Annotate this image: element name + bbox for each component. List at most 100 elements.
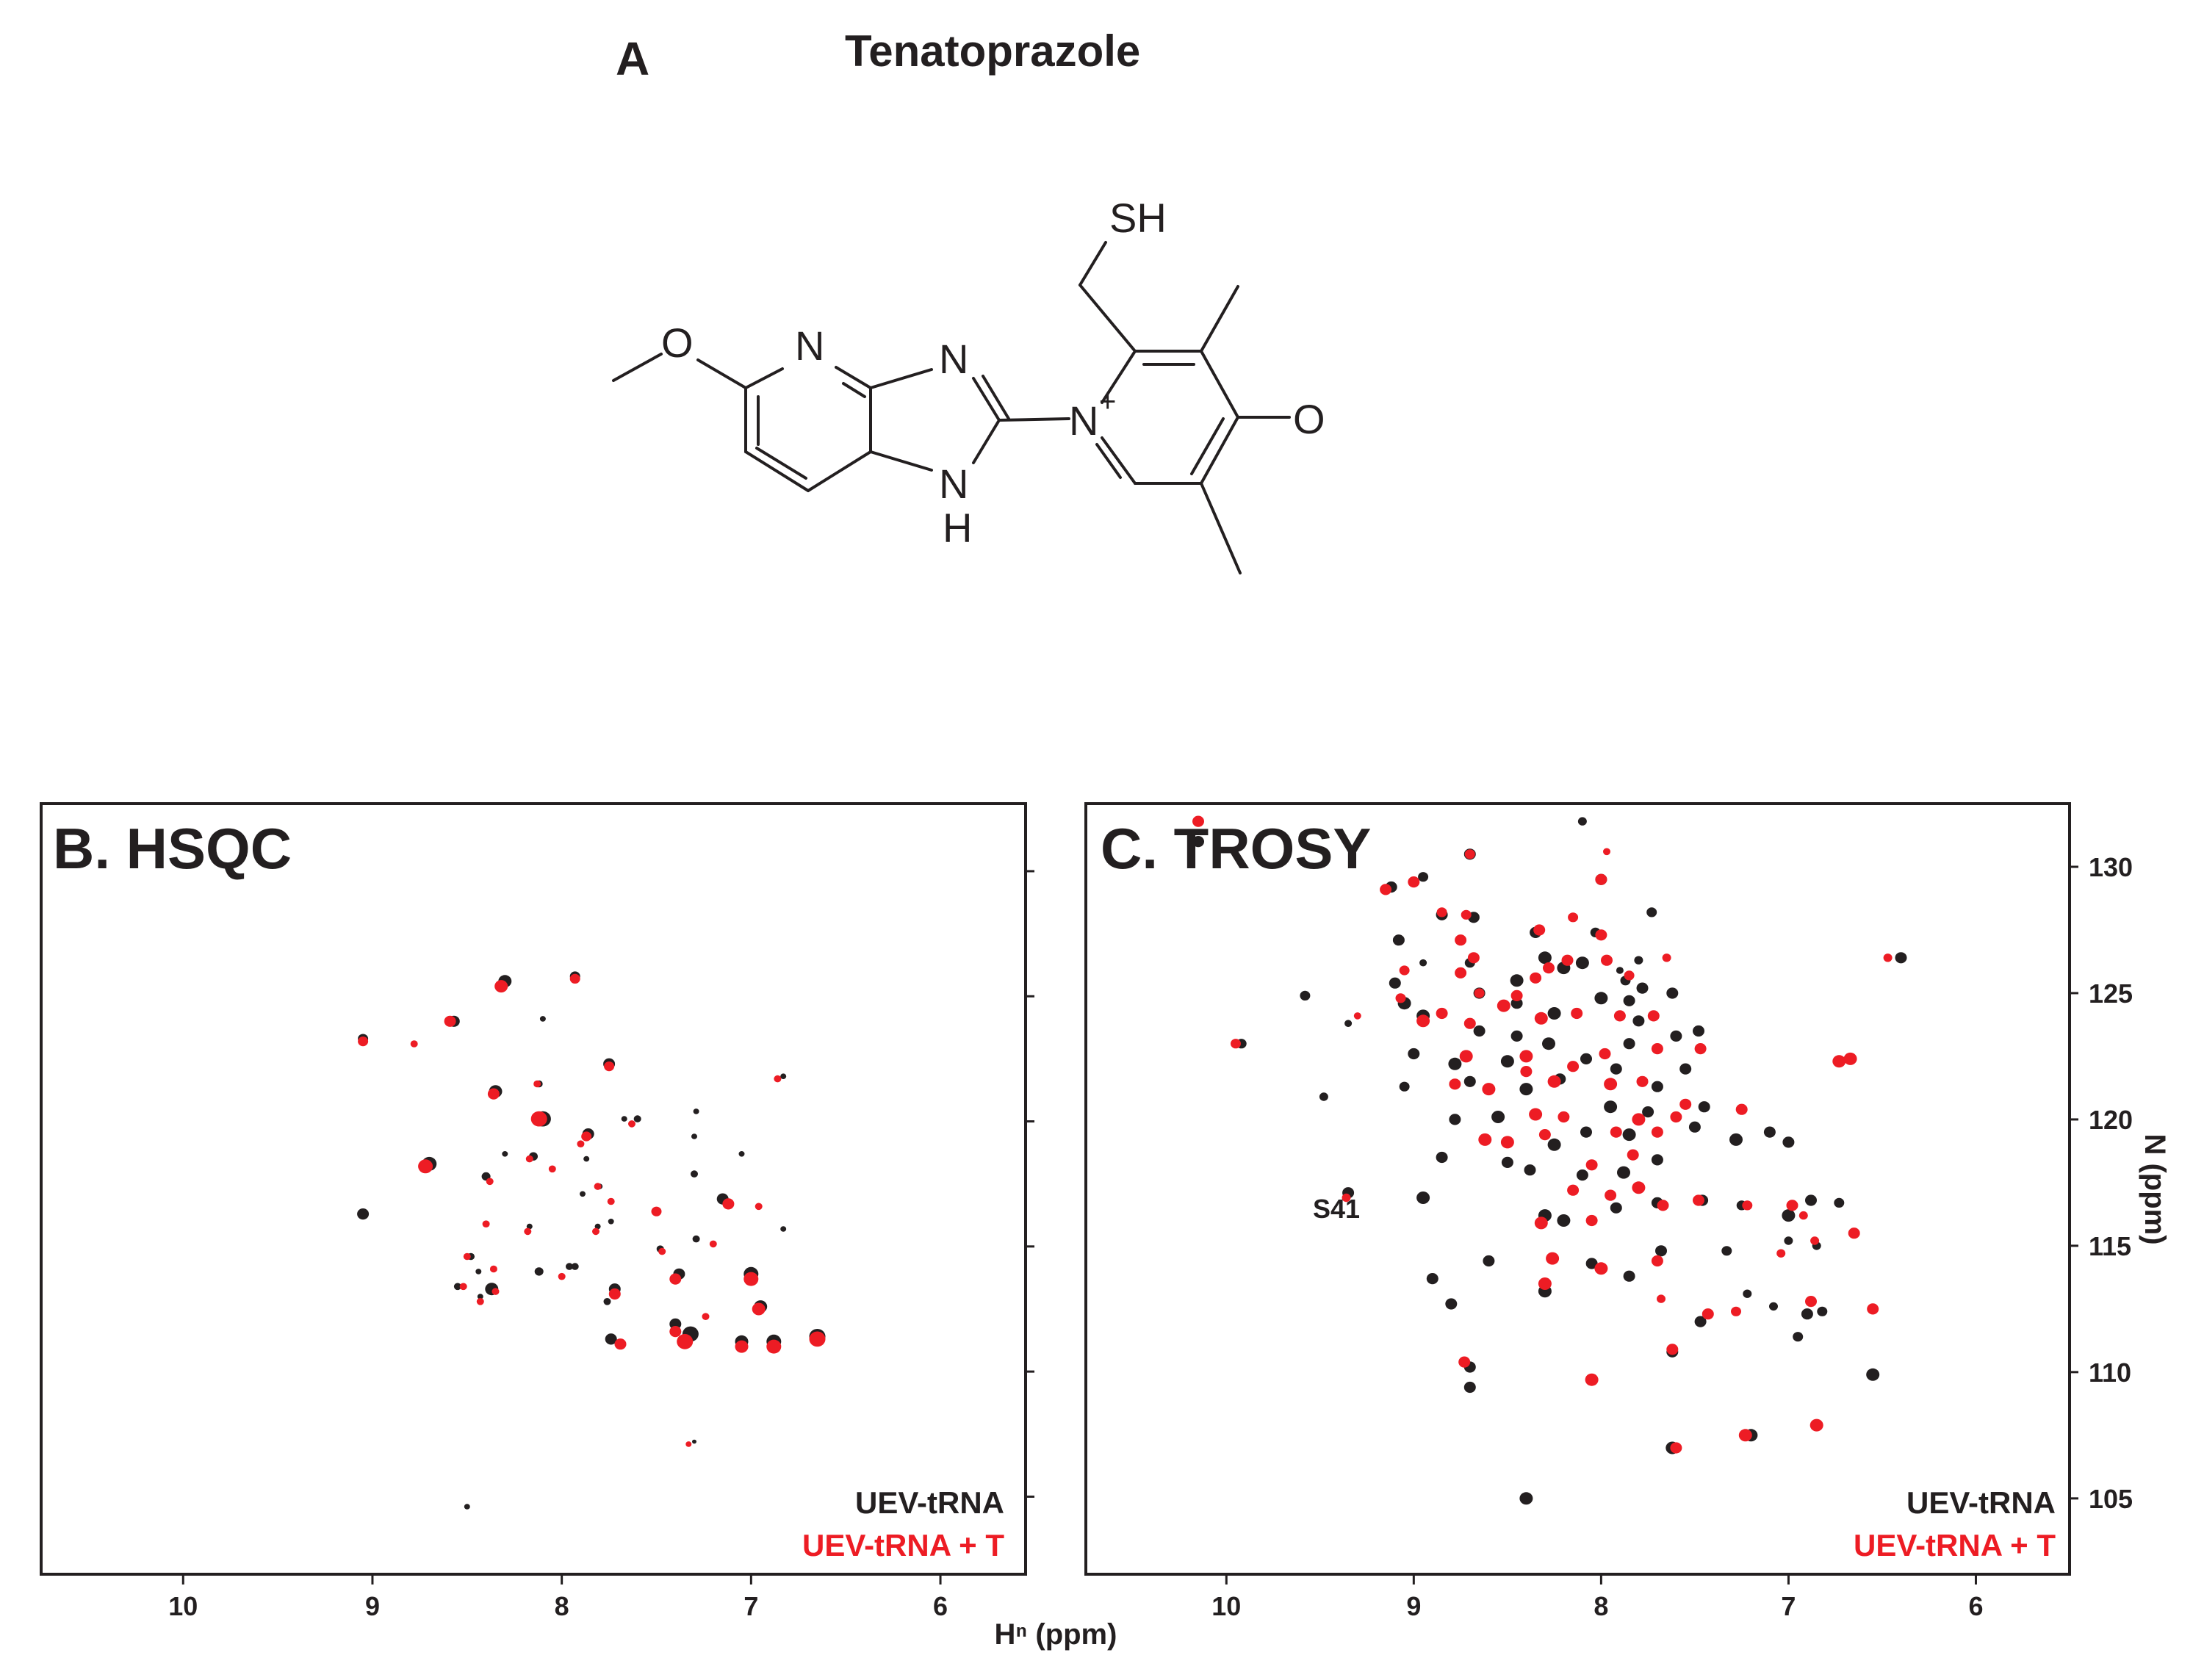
trosy-y-tick-label-0: 105 xyxy=(2089,1484,2133,1514)
hsqc-x-axis: 10 9 8 7 6 xyxy=(168,1574,948,1621)
trosy-peak-reference-32 xyxy=(1834,1197,1845,1208)
hsqc-peak-treated-19 xyxy=(709,1240,717,1248)
tenatoprazole-bonds xyxy=(612,241,1291,574)
trosy-peak-treated-66 xyxy=(1395,993,1406,1003)
trosy-peak-treated-6 xyxy=(1702,1308,1714,1320)
trosy-peak-reference-21 xyxy=(1784,1236,1793,1245)
hsqc-peak-treated-17 xyxy=(463,1252,471,1261)
trosy-plot-frame xyxy=(1084,802,2071,1576)
trosy-peak-reference-41 xyxy=(1580,1126,1592,1138)
trosy-peak-treated-12 xyxy=(1594,1262,1608,1275)
trosy-peak-treated-85 xyxy=(1408,876,1420,888)
atom-nh-n: N xyxy=(939,461,968,507)
trosy-peak-treated-55 xyxy=(1843,1052,1857,1065)
trosy-peak-reference-50 xyxy=(1642,1106,1654,1118)
hsqc-peak-treated-25 xyxy=(755,1203,763,1211)
hsqc-peak-reference-29 xyxy=(580,1191,586,1197)
trosy-peak-treated-69 xyxy=(1530,972,1542,984)
hsqc-peak-reference-23 xyxy=(780,1226,787,1232)
trosy-y-tick-label-3: 120 xyxy=(2089,1105,2133,1135)
trosy-peak-treated-23 xyxy=(1786,1200,1798,1211)
hsqc-peak-reference-6 xyxy=(605,1333,617,1345)
hsqc-peak-reference-36 xyxy=(502,1151,508,1157)
panel-a-letter: A xyxy=(616,32,649,85)
hsqc-peak-treated-31 xyxy=(548,1165,556,1173)
trosy-peak-treated-61 xyxy=(1534,1012,1548,1025)
trosy-peak-treated-50 xyxy=(1567,1061,1580,1072)
trosy-peak-treated-14 xyxy=(1651,1255,1663,1267)
trosy-peak-treated-60 xyxy=(1497,999,1510,1012)
trosy-y-tick-label-5: 130 xyxy=(2089,852,2133,882)
trosy-peak-treated-25 xyxy=(1798,1211,1808,1220)
trosy-peak-reference-60 xyxy=(1580,1053,1592,1064)
trosy-peak-treated-77 xyxy=(1533,924,1546,936)
trosy-peak-treated-62 xyxy=(1571,1007,1583,1020)
hsqc-legend-treated: UEV-tRNA + T xyxy=(802,1528,1004,1562)
hsqc-peak-treated-24 xyxy=(607,1197,615,1205)
trosy-peak-reference-66 xyxy=(1623,1038,1635,1050)
atom-n-pyridinium: N xyxy=(1069,397,1098,444)
trosy-peak-treated-40 xyxy=(1632,1113,1646,1126)
trosy-peak-reference-52 xyxy=(1319,1092,1328,1101)
trosy-peak-reference-67 xyxy=(1670,1030,1682,1042)
hsqc-peak-treated-1 xyxy=(677,1333,694,1349)
hsqc-peak-reference-27 xyxy=(357,1208,370,1220)
trosy-peak-treated-75 xyxy=(1399,965,1410,976)
trosy-peak-treated-11 xyxy=(1538,1277,1552,1290)
trosy-series-treated xyxy=(1192,815,1893,1454)
trosy-peak-treated-26 xyxy=(1567,1184,1580,1196)
hsqc-peak-reference-41 xyxy=(621,1116,627,1122)
trosy-peak-treated-87 xyxy=(1464,849,1475,859)
trosy-peak-reference-70 xyxy=(1510,1030,1523,1042)
hsqc-peak-treated-26 xyxy=(651,1206,662,1216)
trosy-peak-treated-56 xyxy=(1231,1039,1241,1049)
trosy-peak-treated-83 xyxy=(1601,954,1613,966)
atom-sh: SH xyxy=(1109,195,1167,241)
hsqc-peak-reference-13 xyxy=(453,1283,461,1291)
trosy-peak-reference-12 xyxy=(1769,1302,1778,1311)
trosy-peak-reference-57 xyxy=(1651,1081,1663,1092)
trosy-peak-reference-26 xyxy=(1610,1202,1622,1214)
trosy-peak-treated-76 xyxy=(1455,934,1467,946)
hsqc-x-tick-label-1: 9 xyxy=(365,1591,380,1621)
trosy-peak-treated-51 xyxy=(1599,1048,1611,1060)
hsqc-peak-reference-17 xyxy=(475,1269,482,1275)
hsqc-series-reference xyxy=(357,971,826,1510)
trosy-peak-reference-65 xyxy=(1542,1037,1555,1050)
hsqc-x-tick-label-4: 6 xyxy=(933,1591,948,1621)
hsqc-peak-treated-30 xyxy=(525,1155,533,1163)
x-axis-label: Hⁿ (ppm) xyxy=(995,1618,1117,1651)
hsqc-peak-treated-8 xyxy=(702,1313,710,1320)
hsqc-peak-treated-13 xyxy=(743,1272,759,1286)
trosy-peak-reference-42 xyxy=(1622,1128,1636,1142)
trosy-peak-treated-9 xyxy=(1867,1303,1879,1315)
trosy-peak-reference-19 xyxy=(1655,1245,1667,1257)
hsqc-peak-treated-23 xyxy=(722,1198,735,1210)
trosy-peak-treated-28 xyxy=(1605,1189,1617,1201)
hsqc-peak-treated-42 xyxy=(444,1015,456,1027)
hsqc-y-axis xyxy=(1026,870,1034,1498)
trosy-peak-treated-42 xyxy=(1482,1083,1496,1096)
trosy-peak-reference-25 xyxy=(1557,1214,1571,1227)
trosy-peak-treated-80 xyxy=(1662,953,1671,962)
hsqc-peak-reference-46 xyxy=(780,1073,787,1079)
trosy-x-tick-label-4: 6 xyxy=(1968,1591,1983,1621)
hsqc-x-tick-label-2: 8 xyxy=(555,1591,569,1621)
trosy-peak-treated-47 xyxy=(1636,1075,1649,1087)
hsqc-peak-treated-2 xyxy=(735,1340,749,1353)
trosy-legend-treated: UEV-tRNA + T xyxy=(1854,1528,2056,1562)
trosy-peak-treated-81 xyxy=(1436,907,1447,917)
trosy-peak-treated-24 xyxy=(1848,1227,1860,1239)
trosy-legend-reference: UEV-tRNA xyxy=(1906,1485,2056,1520)
trosy-peak-reference-4 xyxy=(1463,1381,1476,1394)
trosy-peak-treated-78 xyxy=(1568,912,1579,923)
atom-plus-charge: + xyxy=(1099,386,1116,418)
trosy-peak-treated-19 xyxy=(1585,1214,1598,1227)
trosy-peak-treated-31 xyxy=(1538,1129,1551,1141)
trosy-peak-treated-65 xyxy=(1353,1012,1361,1020)
trosy-peak-reference-72 xyxy=(1632,1015,1645,1027)
hsqc-peak-treated-16 xyxy=(489,1265,497,1273)
trosy-peak-treated-82 xyxy=(1461,909,1472,920)
trosy-x-axis: 10 9 8 7 6 xyxy=(1211,1574,1983,1621)
trosy-peak-reference-49 xyxy=(1604,1100,1618,1114)
